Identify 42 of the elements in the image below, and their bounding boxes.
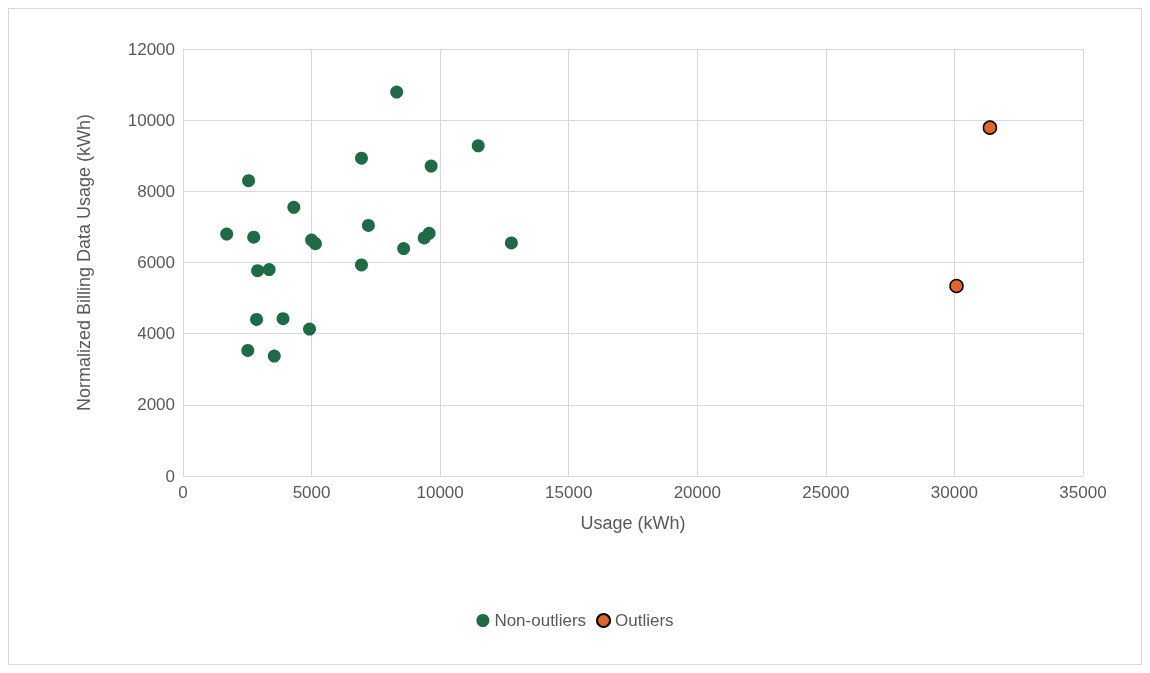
- point: [303, 322, 317, 336]
- point: [982, 120, 998, 135]
- x-tick-label: 25000: [802, 483, 850, 502]
- y-tick-label: 8000: [137, 181, 175, 201]
- y-tick-label: 6000: [137, 253, 175, 272]
- x-tick-label: 30000: [930, 483, 979, 502]
- point: [250, 312, 264, 326]
- point: [397, 242, 411, 256]
- y-tick-label: 10000: [127, 110, 175, 130]
- point: [262, 263, 276, 277]
- point: [287, 200, 301, 214]
- legend-label: Non-outliers: [494, 611, 587, 630]
- point: [504, 236, 518, 250]
- y-tick-label: 4000: [137, 324, 175, 344]
- x-axis-title: Usage (kWh): [580, 513, 686, 533]
- x-tick-label: 15000: [545, 483, 593, 502]
- point: [422, 226, 436, 240]
- point: [361, 219, 375, 232]
- y-tick-label: 0: [165, 466, 175, 486]
- point: [354, 151, 368, 165]
- point: [424, 159, 438, 173]
- legend-label: Outliers: [615, 611, 674, 630]
- point: [242, 174, 256, 188]
- point: [354, 258, 368, 272]
- point: [241, 343, 255, 357]
- point: [949, 278, 964, 294]
- point: [267, 349, 281, 363]
- point: [308, 237, 322, 251]
- x-tick-label: 20000: [673, 483, 721, 502]
- point: [220, 227, 234, 241]
- y-tick-label: 12000: [127, 39, 175, 59]
- x-tick-label: 0: [178, 483, 188, 502]
- x-tick-label: 5000: [292, 483, 331, 502]
- point: [247, 230, 261, 244]
- point: [276, 312, 290, 326]
- y-tick-label: 2000: [137, 395, 175, 415]
- x-tick-label: 10000: [416, 483, 464, 502]
- point: [251, 264, 265, 278]
- x-tick-label: 35000: [1059, 483, 1107, 502]
- y-axis-title: Normalized Billing Data Usage (kWh): [74, 113, 94, 412]
- point: [471, 139, 485, 153]
- point: [390, 85, 404, 99]
